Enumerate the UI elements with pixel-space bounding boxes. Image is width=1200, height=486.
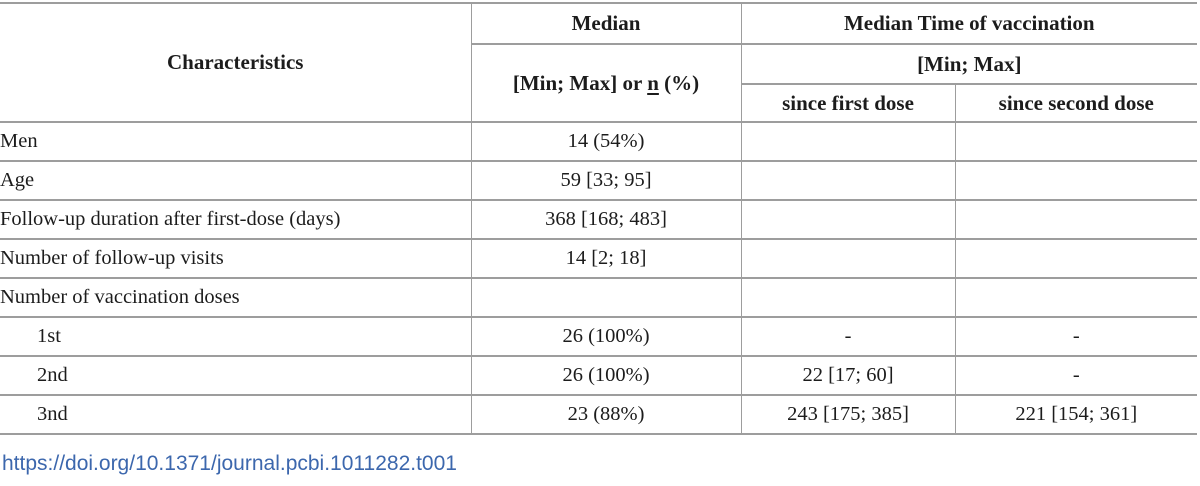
row-label: 3nd: [0, 395, 471, 435]
row-label: Men: [0, 122, 471, 162]
column-header-vaccination-time: Median Time of vaccination: [740, 3, 1198, 45]
since-first-value: -: [740, 317, 955, 357]
since-second-value: [954, 161, 1198, 201]
since-first-value: 243 [175; 385]: [740, 395, 955, 435]
since-first-value: [740, 278, 955, 318]
median-value: 59 [33; 95]: [470, 161, 741, 201]
column-header-median: Median: [470, 3, 741, 45]
row-label: Follow-up duration after first-dose (day…: [0, 200, 471, 240]
since-second-value: -: [954, 317, 1198, 357]
since-second-value: 221 [154; 361]: [954, 395, 1198, 435]
since-first-value: [740, 239, 955, 279]
table-row-dose-3rd: 3nd 23 (88%) 243 [175; 385] 221 [154; 36…: [0, 395, 1198, 435]
header-row-2: [Min; Max] or n (%) [Min; Max]: [0, 44, 1198, 123]
column-header-since-first-dose: since first dose: [740, 84, 955, 123]
median-value: 14 (54%): [470, 122, 741, 162]
characteristics-table: Characteristics Median Median Time of va…: [0, 2, 1198, 435]
column-header-since-second-dose: since second dose: [954, 84, 1198, 123]
row-label: Number of follow-up visits: [0, 239, 471, 279]
row-label: 2nd: [0, 356, 471, 396]
row-label: Number of vaccination doses: [0, 278, 471, 318]
header-row-3: since first dose since second dose: [0, 84, 1198, 123]
row-label: 1st: [0, 317, 471, 357]
since-first-value: [740, 122, 955, 162]
since-second-value: [954, 200, 1198, 240]
median-value: 14 [2; 18]: [470, 239, 741, 279]
table-row-dose-1st: 1st 26 (100%) - -: [0, 317, 1198, 357]
since-second-value: [954, 278, 1198, 318]
minmax-suffix: (%): [658, 70, 700, 95]
table-row-vaccination-doses: Number of vaccination doses: [0, 278, 1198, 318]
median-value: 368 [168; 483]: [470, 200, 741, 240]
since-first-value: [740, 161, 955, 201]
minmax-n-underlined: n: [647, 70, 659, 95]
since-second-value: [954, 122, 1198, 162]
table-row-followup-visits: Number of follow-up visits 14 [2; 18]: [0, 239, 1198, 279]
header-row-1: Characteristics Median Median Time of va…: [0, 3, 1198, 123]
minmax-prefix: [Min; Max] or: [512, 70, 648, 95]
table-row-men: Men 14 (54%): [0, 122, 1198, 162]
since-first-value: 22 [17; 60]: [740, 356, 955, 396]
table-row-dose-2nd: 2nd 26 (100%) 22 [17; 60] -: [0, 356, 1198, 396]
since-second-value: -: [954, 356, 1198, 396]
median-value: 26 (100%): [470, 317, 741, 357]
since-first-value: [740, 200, 955, 240]
column-subheader-median-minmax: [Min; Max] or n (%): [470, 44, 741, 123]
doi-link[interactable]: https://doi.org/10.1371/journal.pcbi.101…: [2, 452, 457, 475]
median-value: 26 (100%): [470, 356, 741, 396]
median-value: 23 (88%): [470, 395, 741, 435]
column-header-characteristics: Characteristics: [0, 3, 471, 123]
row-label: Age: [0, 161, 471, 201]
median-value: [470, 278, 741, 318]
table-row-age: Age 59 [33; 95]: [0, 161, 1198, 201]
table-row-followup-duration: Follow-up duration after first-dose (day…: [0, 200, 1198, 240]
since-second-value: [954, 239, 1198, 279]
column-subheader-vaccination-minmax: [Min; Max]: [740, 44, 1198, 85]
